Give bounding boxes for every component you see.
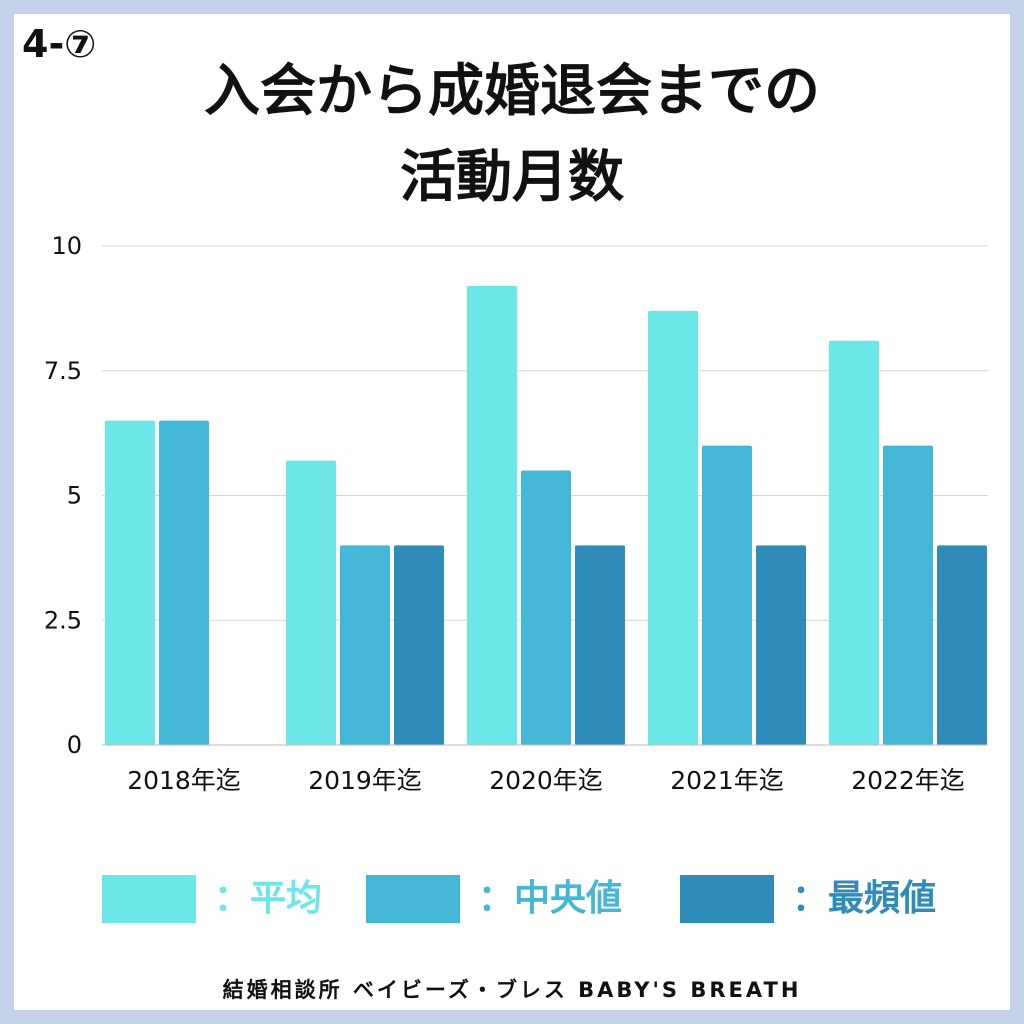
- x-tick-label: 2019年迄: [308, 766, 422, 795]
- footer-brand: 結婚相談所 ベイビーズ・ブレス BABY'S BREATH: [222, 978, 802, 1002]
- bar: [286, 460, 336, 745]
- bar: [937, 545, 987, 745]
- bar: [521, 470, 571, 745]
- bar: [702, 445, 752, 745]
- y-tick-label: 2.5: [44, 606, 82, 634]
- legend-swatch-median: [366, 875, 460, 923]
- legend-label-mean: ：平均: [214, 878, 323, 919]
- y-tick-label: 5: [67, 482, 82, 510]
- chart-title-line1: 入会から成婚退会までの: [204, 59, 820, 124]
- bar: [159, 420, 209, 745]
- bar: [105, 420, 155, 745]
- y-tick-label: 0: [67, 731, 82, 759]
- x-tick-label: 2022年迄: [851, 766, 965, 795]
- bar: [829, 340, 879, 745]
- bar: [467, 285, 517, 745]
- bar: [883, 445, 933, 745]
- legend-label-mode: ：最頻値: [792, 878, 937, 919]
- x-tick-label: 2018年迄: [127, 766, 241, 795]
- y-tick-label: 7.5: [44, 357, 82, 385]
- bar: [340, 545, 390, 745]
- legend-swatch-mean: [102, 875, 196, 923]
- x-tick-label: 2020年迄: [489, 766, 603, 795]
- chart-number-badge: 4-⑦: [22, 22, 97, 66]
- y-tick-label: 10: [51, 232, 82, 260]
- bar: [756, 545, 806, 745]
- legend-label-median: ：中央値: [478, 878, 623, 919]
- x-tick-label: 2021年迄: [670, 766, 784, 795]
- bar: [394, 545, 444, 745]
- bar: [648, 310, 698, 745]
- chart-title-line2: 活動月数: [400, 145, 624, 210]
- legend-swatch-mode: [680, 875, 774, 923]
- bar: [575, 545, 625, 745]
